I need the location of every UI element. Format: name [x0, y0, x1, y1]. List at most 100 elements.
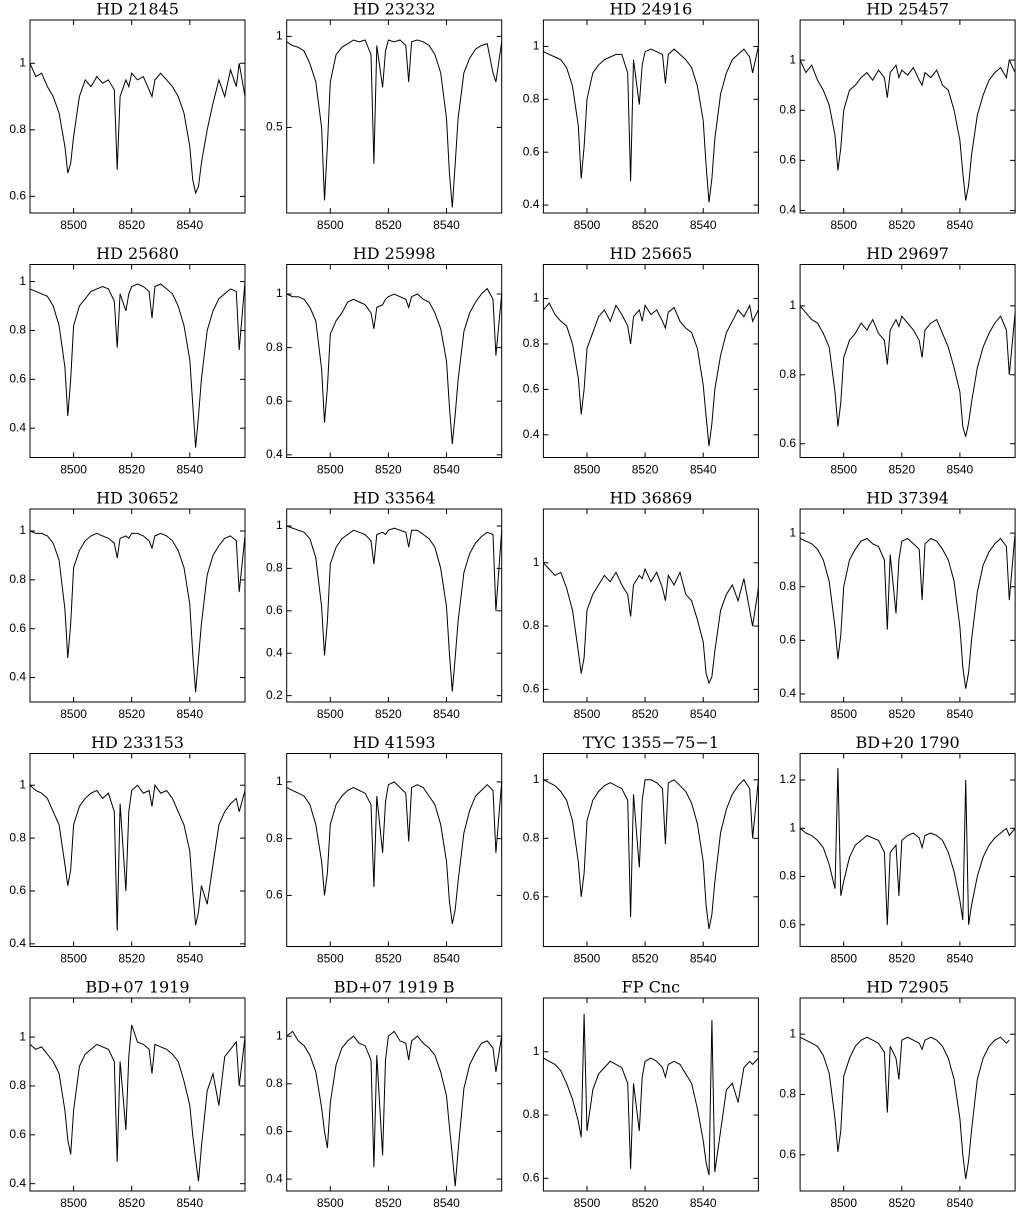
spectrum-line	[543, 302, 759, 447]
x-tick-label: 8520	[375, 463, 402, 477]
x-tick-label: 8540	[176, 1196, 203, 1210]
panel-title: FP Cnc	[622, 978, 681, 997]
y-tick-label: 1	[789, 298, 796, 312]
x-tick-label: 8540	[690, 952, 717, 966]
plot-frame	[542, 264, 759, 458]
y-tick-label: 1	[276, 29, 283, 43]
plot-frame	[799, 508, 1016, 703]
spectrum-line	[29, 281, 246, 448]
x-tick-label: 8500	[317, 707, 344, 721]
x-tick-label: 8500	[574, 1196, 601, 1210]
panel-title: HD 33564	[353, 489, 436, 508]
y-tick-label: 1	[276, 286, 283, 300]
plot-frame	[286, 753, 503, 947]
y-tick-label: 1	[533, 39, 540, 53]
x-tick-label: 8520	[118, 1196, 145, 1210]
y-tick-label: 0.8	[779, 367, 796, 381]
x-tick-label: 8540	[947, 952, 974, 966]
x-tick-label: 8500	[830, 1196, 857, 1210]
y-tick-label: 0.6	[266, 603, 283, 617]
x-tick-label: 8520	[888, 1196, 915, 1210]
x-tick-label: 8500	[317, 463, 344, 477]
plot-frame	[799, 753, 1016, 947]
x-tick-label: 8520	[118, 952, 145, 966]
panel-title: BD+07 1919 B	[334, 978, 455, 997]
x-tick-label: 8540	[433, 952, 460, 966]
x-tick-label: 8500	[317, 1196, 344, 1210]
x-tick-label: 8500	[317, 952, 344, 966]
y-tick-label: 0.8	[9, 323, 26, 337]
x-tick-label: 8520	[118, 218, 145, 232]
x-tick-label: 8540	[690, 1196, 717, 1210]
panel-title: HD 233153	[91, 733, 184, 752]
y-tick-label: 0.6	[779, 1147, 796, 1161]
x-tick-label: 8540	[690, 463, 717, 477]
y-tick-label: 1	[789, 820, 796, 834]
spectrum-line	[543, 779, 759, 930]
x-tick-label: 8540	[947, 218, 974, 232]
y-tick-label: 1	[789, 1026, 796, 1040]
y-tick-label: 0.4	[779, 203, 796, 217]
panel-title: HD 37394	[866, 489, 949, 508]
plot-frame	[29, 997, 246, 1192]
spectrum-line	[286, 39, 503, 208]
y-tick-label: 1	[276, 518, 283, 532]
x-tick-label: 8520	[375, 218, 402, 232]
y-tick-label: 0.4	[266, 645, 283, 659]
x-tick-label: 8500	[830, 707, 857, 721]
y-tick-label: 0.6	[523, 382, 540, 396]
y-tick-label: 1	[789, 525, 796, 539]
plot-frame	[286, 997, 503, 1192]
y-tick-label: 0.6	[779, 153, 796, 167]
x-tick-label: 8520	[118, 707, 145, 721]
plot-frame	[29, 19, 246, 214]
spectrum-line	[29, 530, 246, 693]
y-tick-label: 0.5	[266, 120, 283, 134]
y-tick-label: 0.4	[9, 1176, 26, 1190]
x-tick-label: 8540	[176, 463, 203, 477]
spectrum-line	[799, 1036, 1010, 1179]
y-tick-label: 0.6	[9, 883, 26, 897]
x-tick-label: 8540	[690, 707, 717, 721]
x-tick-label: 8500	[830, 218, 857, 232]
y-tick-label: 1	[19, 1029, 26, 1043]
y-tick-label: 0.8	[779, 579, 796, 593]
y-tick-label: 0.6	[9, 621, 26, 635]
x-tick-label: 8520	[632, 952, 659, 966]
x-tick-label: 8500	[830, 463, 857, 477]
y-tick-label: 1	[533, 555, 540, 569]
y-tick-label: 0.4	[779, 686, 796, 700]
plot-frame	[799, 997, 1016, 1192]
spectrum-line	[29, 63, 246, 195]
panel-title: HD 23232	[353, 0, 436, 19]
x-tick-label: 8540	[176, 218, 203, 232]
plot-frame	[286, 508, 503, 703]
y-tick-label: 0.6	[266, 1124, 283, 1138]
panel-title: BD+07 1919	[85, 978, 189, 997]
x-tick-label: 8520	[375, 952, 402, 966]
y-tick-label: 0.4	[523, 427, 540, 441]
panel-title: HD 29697	[866, 244, 949, 263]
y-tick-label: 0.8	[9, 830, 26, 844]
y-tick-label: 1	[276, 774, 283, 788]
x-tick-label: 8540	[947, 707, 974, 721]
panel-title: HD 25457	[866, 0, 949, 19]
y-tick-label: 0.8	[779, 102, 796, 116]
plot-frame	[799, 264, 1016, 458]
y-tick-label: 0.2	[266, 688, 283, 702]
y-tick-label: 0.6	[523, 682, 540, 696]
x-tick-label: 8540	[947, 1196, 974, 1210]
spectrum-line	[29, 783, 246, 931]
y-tick-label: 0.8	[266, 340, 283, 354]
x-tick-label: 8540	[947, 463, 974, 477]
x-tick-label: 8540	[176, 952, 203, 966]
y-tick-label: 0.6	[523, 1171, 540, 1185]
spectrum-line	[799, 533, 1016, 689]
spectrum-line	[29, 1024, 246, 1182]
x-tick-label: 8500	[830, 952, 857, 966]
y-tick-label: 1	[19, 777, 26, 791]
plot-frame	[286, 264, 503, 458]
spectrum-line	[286, 1030, 503, 1187]
x-tick-label: 8520	[118, 463, 145, 477]
x-tick-label: 8520	[888, 707, 915, 721]
